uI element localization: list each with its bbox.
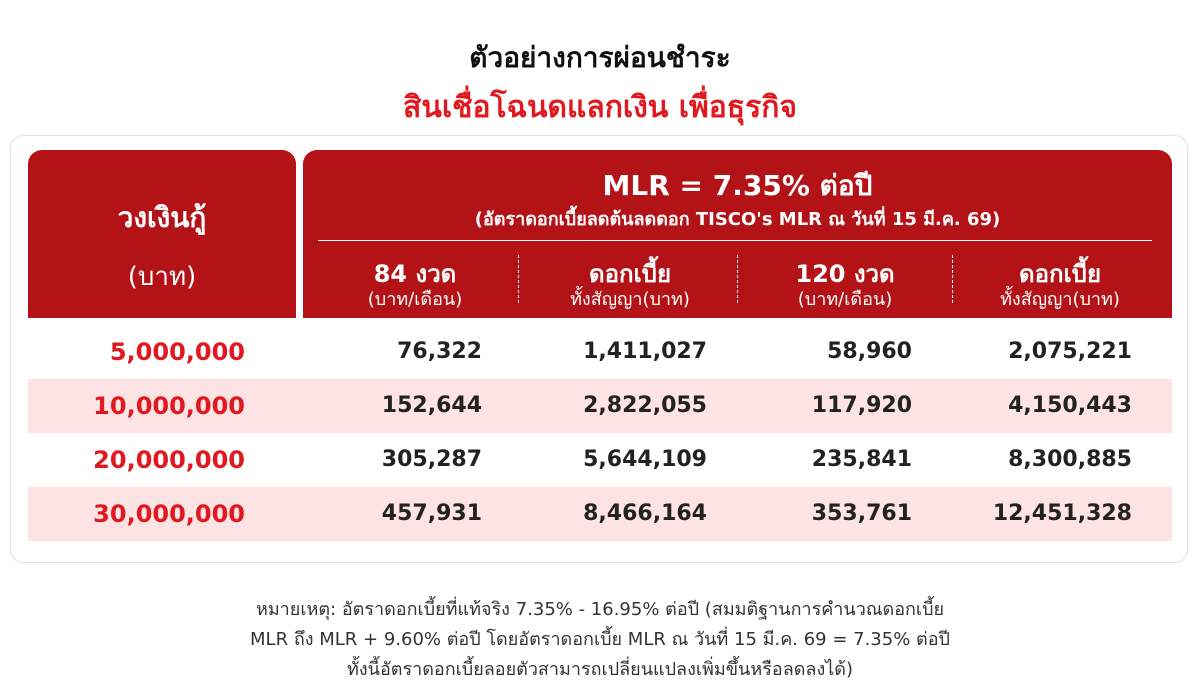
table-cell: 457,931 xyxy=(381,501,482,526)
table-cell: 117,920 xyxy=(811,393,912,418)
loan-amount: 10,000,000 xyxy=(93,392,245,420)
table-cell: 305,287 xyxy=(381,447,482,472)
column-header: ดอกเบี้ย xyxy=(1018,260,1102,288)
table-cell: 4,150,443 xyxy=(1008,393,1132,418)
column-header: 120 งวด xyxy=(795,260,895,288)
col-divider xyxy=(518,255,519,303)
loan-amount: 20,000,000 xyxy=(93,446,245,474)
rate-note: (อัตราดอกเบี้ยลดต้นลดดอก TISCO's MLR ณ ว… xyxy=(474,209,1001,230)
table-cell: 76,322 xyxy=(397,339,482,364)
loan-header-box xyxy=(28,150,296,318)
column-subheader: ทั้งสัญญา(บาท) xyxy=(1000,289,1120,310)
table-cell: 353,761 xyxy=(811,501,912,526)
table-cell: 8,300,885 xyxy=(1008,447,1132,472)
note-line: หมายเหตุ: อัตราดอกเบี้ยที่แท้จริง 7.35% … xyxy=(255,599,945,620)
table-row xyxy=(28,379,1172,433)
table-cell: 1,411,027 xyxy=(583,339,707,364)
title: ตัวอย่างการผ่อนชำระ xyxy=(469,41,731,74)
note-line: MLR ถึง MLR + 9.60% ต่อปี โดยอัตราดอกเบี… xyxy=(250,629,950,650)
table-cell: 8,466,164 xyxy=(583,501,707,526)
column-subheader: (บาท/เดือน) xyxy=(367,289,463,310)
table-row xyxy=(28,487,1172,541)
table-cell: 58,960 xyxy=(827,339,912,364)
column-header: ดอกเบี้ย xyxy=(588,260,672,288)
column-header: 84 งวด xyxy=(373,260,457,288)
loan-amount: 5,000,000 xyxy=(109,338,245,366)
table-cell: 235,841 xyxy=(811,447,912,472)
loan-amount: 30,000,000 xyxy=(93,500,245,528)
loan-unit: (บาท) xyxy=(127,262,197,292)
table-cell: 2,075,221 xyxy=(1008,339,1132,364)
subtitle: สินเชื่อโฉนดแลกเงิน เพื่อธุรกิจ xyxy=(403,90,797,125)
table-cell: 12,451,328 xyxy=(992,501,1132,526)
table-cell: 2,822,055 xyxy=(583,393,707,418)
column-subheader: ทั้งสัญญา(บาท) xyxy=(570,289,690,310)
col-divider xyxy=(737,255,738,303)
table-cell: 152,644 xyxy=(381,393,482,418)
loan-header: วงเงินกู้ xyxy=(117,201,207,234)
header-rule xyxy=(318,240,1152,241)
rate-title: MLR = 7.35% ต่อปี xyxy=(602,169,873,202)
note-line: ทั้งนี้อัตราดอกเบี้ยลอยตัวสามารถเปลี่ยนแ… xyxy=(346,659,854,680)
table-card xyxy=(10,135,1188,563)
table-cell: 5,644,109 xyxy=(583,447,707,472)
column-subheader: (บาท/เดือน) xyxy=(797,289,893,310)
col-divider xyxy=(952,255,953,303)
